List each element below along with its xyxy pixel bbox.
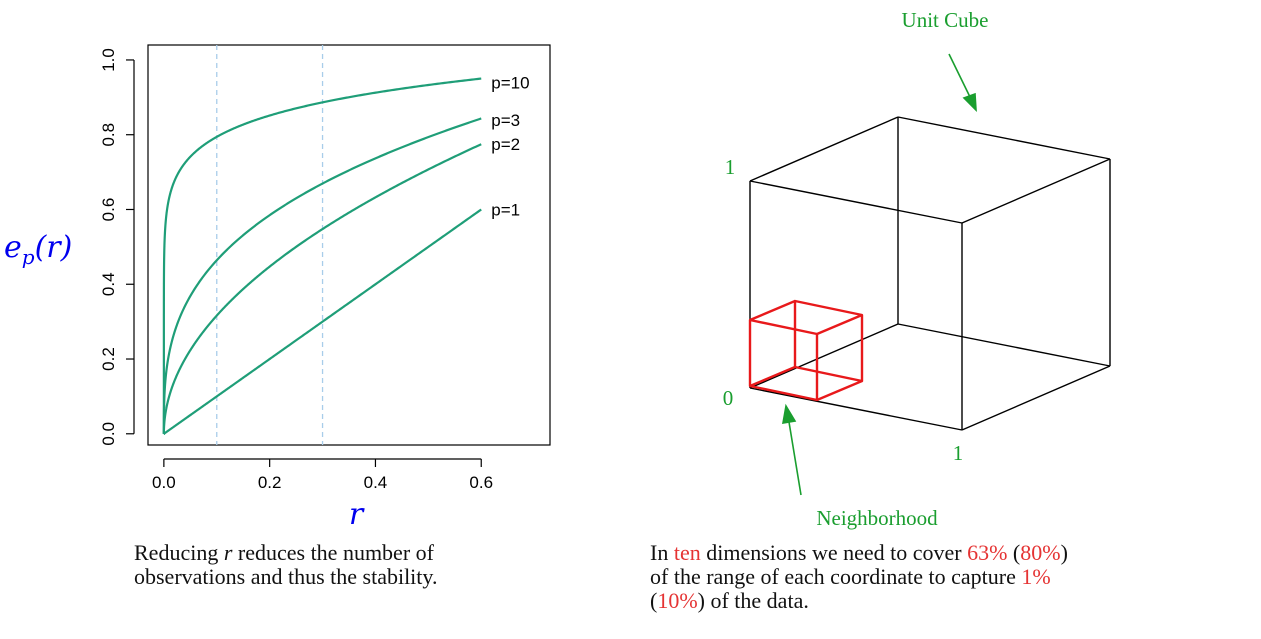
right-caption-text: ( bbox=[1007, 540, 1021, 565]
highlight-1: 1% bbox=[1021, 564, 1051, 589]
x-tick-label: 0.2 bbox=[258, 473, 282, 492]
neighborhood-arrow-icon bbox=[788, 421, 802, 496]
series-label: p=3 bbox=[491, 111, 520, 130]
right-caption-text: of the range of each coordinate to captu… bbox=[650, 564, 1022, 589]
x-axis-label: r bbox=[349, 497, 365, 532]
neighborhood-label: Neighborhood bbox=[816, 506, 938, 530]
series-line bbox=[162, 117, 482, 434]
neighborhood-edge bbox=[749, 299, 796, 322]
series-label: p=2 bbox=[491, 135, 520, 154]
y-tick-label: 0.6 bbox=[99, 198, 118, 222]
cube-diagram: Unit Cube Neighborhood 1 0 1 bbox=[723, 8, 1111, 530]
cube-edge bbox=[749, 387, 963, 431]
left-caption-text: Reducing bbox=[134, 540, 224, 565]
cube-edge bbox=[897, 323, 1111, 367]
cube-edge bbox=[897, 116, 1111, 160]
x-tick-label: 0.4 bbox=[364, 473, 388, 492]
series-line bbox=[162, 208, 482, 435]
neighborhood-back-face bbox=[793, 299, 864, 383]
y-axis: 0.0 0.2 0.4 0.6 0.8 1.0 bbox=[99, 48, 135, 446]
right-caption-text: dimensions we need to cover bbox=[700, 540, 968, 565]
cube-edge bbox=[961, 365, 1111, 431]
axis-top-one-label: 1 bbox=[725, 155, 736, 179]
y-tick-label: 0.2 bbox=[99, 347, 118, 371]
cube-edge bbox=[749, 180, 963, 224]
x-tick-label: 0.0 bbox=[152, 473, 176, 492]
arrows bbox=[782, 53, 977, 496]
right-caption-text: ( bbox=[650, 588, 658, 613]
highlight-ten: ten bbox=[673, 540, 701, 565]
left-caption-text: observations and thus the stability. bbox=[134, 564, 438, 589]
x-axis: 0.0 0.2 0.4 0.6 bbox=[152, 458, 493, 492]
right-caption-text: ) of the data. bbox=[697, 588, 809, 613]
y-tick-label: 0.4 bbox=[99, 272, 118, 296]
right-caption-text: ) bbox=[1060, 540, 1068, 565]
x-tick-label: 0.6 bbox=[469, 473, 493, 492]
neighborhood-front-face bbox=[748, 318, 819, 402]
cube-edge bbox=[961, 158, 1111, 224]
unit-cube-arrow-icon bbox=[948, 53, 971, 98]
unit-cube bbox=[749, 116, 1111, 431]
chart: p=10p=3p=2p=1 0.0 0.2 0.4 0.6 0.00.20.40.60… bbox=[4, 44, 551, 532]
reference-lines bbox=[216, 45, 324, 445]
neighborhood-edge bbox=[816, 313, 863, 336]
y-tick-label: 1.0 bbox=[99, 48, 118, 72]
series-line bbox=[162, 77, 482, 434]
plot-frame bbox=[147, 44, 551, 446]
highlight-80: 80% bbox=[1020, 540, 1061, 565]
left-caption-text: reduces the number of bbox=[232, 540, 434, 565]
neighborhood-cube bbox=[748, 299, 864, 402]
right-caption-text: In bbox=[650, 540, 674, 565]
unit-cube-label: Unit Cube bbox=[902, 8, 989, 32]
y-tick-label: 0.0 bbox=[99, 422, 118, 446]
cube-edge bbox=[749, 116, 899, 182]
series-group bbox=[162, 77, 482, 435]
neighborhood-arrowhead-icon bbox=[782, 403, 797, 424]
neighborhood-edge bbox=[749, 365, 796, 388]
series-label: p=1 bbox=[491, 200, 520, 219]
axis-bottom-one-label: 1 bbox=[953, 441, 964, 465]
y-tick-label: 0.8 bbox=[99, 123, 118, 147]
axis-zero-label: 0 bbox=[723, 386, 734, 410]
series-labels: p=10 p=3 p=2 p=1 bbox=[491, 73, 529, 219]
y-axis-label: ep(r) bbox=[4, 230, 72, 269]
right-caption: In ten dimensions we need to cover 63% (… bbox=[650, 541, 1068, 613]
highlight-10: 10% bbox=[657, 588, 698, 613]
neighborhood-edge bbox=[816, 379, 863, 402]
series-label: p=10 bbox=[491, 73, 529, 92]
left-caption-r: r bbox=[223, 540, 233, 565]
left-caption: Reducing r reduces the number of observa… bbox=[134, 541, 437, 589]
highlight-63: 63% bbox=[967, 540, 1008, 565]
series-line bbox=[162, 143, 482, 434]
unit-cube-arrowhead-icon bbox=[962, 92, 977, 113]
cube-edge bbox=[749, 323, 899, 389]
